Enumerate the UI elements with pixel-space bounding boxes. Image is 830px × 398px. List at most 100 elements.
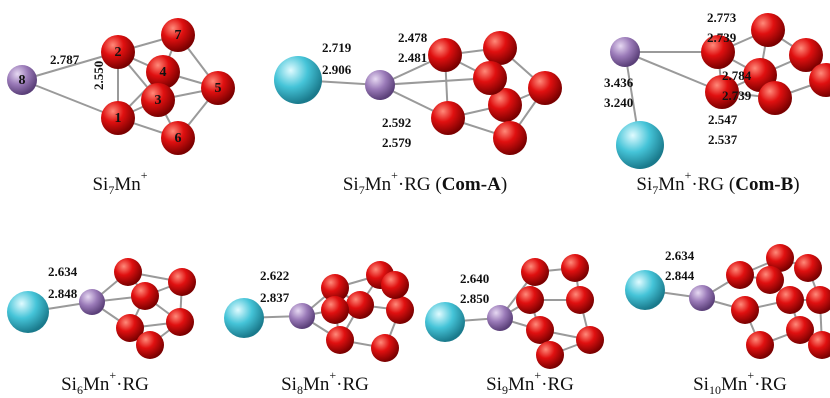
- atom: [346, 291, 374, 319]
- atom: [487, 305, 513, 331]
- atom-number: 4: [160, 65, 167, 80]
- bond-length: 2.634: [48, 264, 78, 279]
- atom: [746, 331, 774, 359]
- atom: [616, 121, 664, 169]
- atom: [425, 302, 465, 342]
- bond-length: 2.547: [708, 112, 738, 127]
- bond-length: 2.784: [722, 68, 752, 83]
- bond-length: 2.634: [665, 248, 695, 263]
- atom-number: 7: [175, 28, 182, 43]
- caption-part: ·RG: [541, 374, 574, 395]
- atom: [794, 254, 822, 282]
- atom: [473, 61, 507, 95]
- atom: [371, 334, 399, 362]
- caption-part: Mn: [303, 374, 330, 395]
- atom: [726, 261, 754, 289]
- bond-length: 2.592: [382, 115, 411, 130]
- atom: [166, 308, 194, 336]
- caption-part: Si: [281, 374, 297, 395]
- atom: [431, 101, 465, 135]
- bond-length: 2.739: [707, 30, 737, 45]
- atom: [274, 56, 322, 104]
- bond-length: 2.719: [322, 40, 352, 55]
- figure: 827435162.7872.550Si7Mn+2.7192.9062.4782…: [0, 0, 830, 398]
- atom: [321, 296, 349, 324]
- bond-length: 2.739: [722, 88, 752, 103]
- caption-part: +: [141, 168, 148, 182]
- atom: [7, 291, 49, 333]
- bond-length: 3.240: [604, 95, 633, 110]
- atom-number: 1: [115, 111, 122, 126]
- caption-part: ·RG: [116, 374, 149, 395]
- atom: [326, 326, 354, 354]
- atom: [131, 282, 159, 310]
- caption: Si6Mn+·RG: [61, 368, 149, 397]
- atom-number: 2: [115, 45, 122, 60]
- atom-number: 5: [215, 81, 222, 96]
- atom: [428, 38, 462, 72]
- atom: [483, 31, 517, 65]
- caption-part: Si: [343, 174, 359, 195]
- caption: Si10Mn+·RG: [693, 368, 787, 397]
- caption-part: Si: [61, 374, 77, 395]
- caption: Si7Mn+·RG (Com-A): [343, 168, 507, 197]
- bond-length: 2.787: [50, 52, 80, 67]
- bond-length: 2.640: [460, 271, 489, 286]
- caption: Si7Mn+: [92, 168, 147, 197]
- atom: [224, 298, 264, 338]
- bond-length: 2.537: [708, 132, 738, 147]
- caption-part: ): [501, 174, 507, 195]
- caption-part: ·RG: [754, 374, 787, 395]
- bond-length: 2.906: [322, 62, 352, 77]
- caption-part: ·RG: [336, 374, 369, 395]
- atom: [758, 81, 792, 115]
- caption-part: ): [793, 174, 799, 195]
- atom: [289, 303, 315, 329]
- bond-length: 2.844: [665, 268, 695, 283]
- atom: [756, 266, 784, 294]
- bond-length: 2.478: [398, 30, 428, 45]
- atom: [566, 286, 594, 314]
- bond-length: 2.837: [260, 290, 290, 305]
- atom: [751, 13, 785, 47]
- caption-part: ·RG (: [398, 174, 442, 195]
- atom: [114, 258, 142, 286]
- caption: Si7Mn+·RG (Com-B): [636, 168, 799, 197]
- caption-part: Mn: [508, 374, 535, 395]
- atom: [516, 286, 544, 314]
- atom: [493, 121, 527, 155]
- atom-number: 6: [175, 131, 182, 146]
- caption-part: Com-A: [442, 174, 501, 195]
- bond-length: 2.848: [48, 286, 78, 301]
- atom: [365, 70, 395, 100]
- atom: [610, 37, 640, 67]
- caption-part: Mn: [114, 174, 141, 195]
- atom: [806, 286, 830, 314]
- atom: [731, 296, 759, 324]
- caption-part: Mn: [658, 174, 685, 195]
- atom: [528, 71, 562, 105]
- atom: [689, 285, 715, 311]
- atom: [386, 296, 414, 324]
- caption-part: Mn: [83, 374, 110, 395]
- caption: Si8Mn+·RG: [281, 368, 369, 397]
- atom: [79, 289, 105, 315]
- atom: [168, 268, 196, 296]
- atom: [576, 326, 604, 354]
- atom-number: 8: [19, 73, 26, 88]
- bond-length: 2.550: [91, 61, 106, 90]
- caption-part: Mn: [721, 374, 748, 395]
- caption-part: Si: [486, 374, 502, 395]
- caption-part: Mn: [365, 174, 392, 195]
- bond-length: 2.850: [460, 291, 489, 306]
- bond-length: 2.622: [260, 268, 289, 283]
- bond-length: 3.436: [604, 75, 634, 90]
- caption-part: Com-B: [735, 174, 793, 195]
- atom: [561, 254, 589, 282]
- atom: [526, 316, 554, 344]
- atom: [136, 331, 164, 359]
- atom: [776, 286, 804, 314]
- atom: [536, 341, 564, 369]
- bond-length: 2.481: [398, 50, 427, 65]
- caption-part: 10: [709, 383, 721, 397]
